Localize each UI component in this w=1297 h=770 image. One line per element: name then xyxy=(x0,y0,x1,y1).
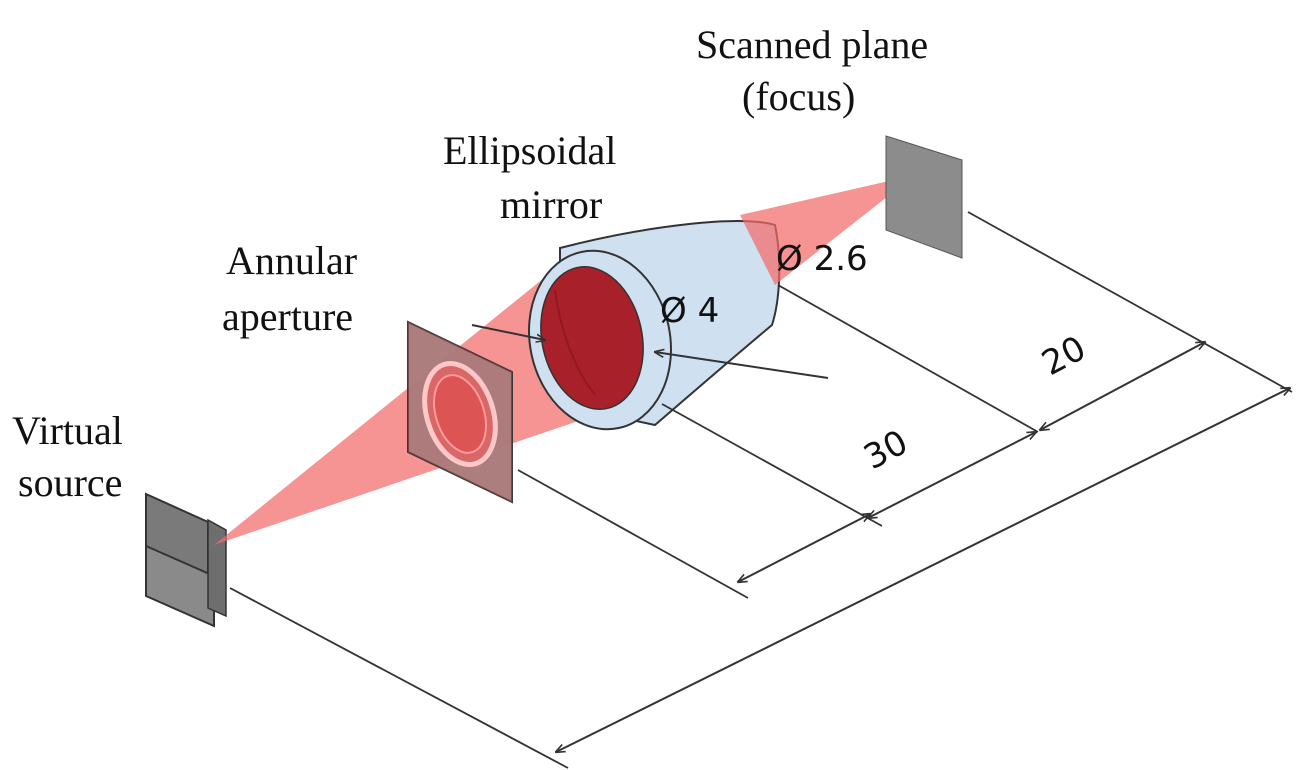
ext-line-source xyxy=(229,587,569,769)
virtual-source xyxy=(145,492,227,628)
annular-aperture-label-line1: Annular xyxy=(226,238,357,283)
focused-beam xyxy=(740,175,915,285)
ext-line-mirror-entrance xyxy=(661,403,883,527)
dimension-line-aperture-to-mirror xyxy=(738,514,870,582)
dia-4-pointer-left xyxy=(471,324,545,340)
exit-diameter-label: Ø 2.6 xyxy=(776,239,868,279)
ext-line-scanned-plane xyxy=(967,211,1293,393)
scanned-plane-label-line1: Scanned plane xyxy=(696,22,928,67)
ellipsoidal-mirror xyxy=(528,220,781,431)
annular-aperture-label-line2: aperture xyxy=(222,294,353,339)
ext-line-mirror-exit xyxy=(777,284,1039,433)
scanned-plane-label-line2: (focus) xyxy=(742,74,855,119)
ext-line-aperture xyxy=(517,469,749,599)
distance-30-label: 30 xyxy=(857,422,914,478)
dimension-line-total xyxy=(556,388,1290,752)
entrance-diameter-label: Ø 4 xyxy=(660,291,719,331)
distance-20-label: 20 xyxy=(1035,328,1092,384)
annular-aperture xyxy=(407,320,513,504)
ellipsoidal-mirror-label-line1: Ellipsoidal xyxy=(443,128,616,173)
dia-4-pointer-right xyxy=(655,352,829,379)
ellipsoidal-mirror-label-line2: mirror xyxy=(500,182,602,227)
scanned-plane xyxy=(885,135,963,259)
virtual-source-label-line2: source xyxy=(18,460,122,505)
virtual-source-label-line1: Virtual xyxy=(12,408,123,453)
